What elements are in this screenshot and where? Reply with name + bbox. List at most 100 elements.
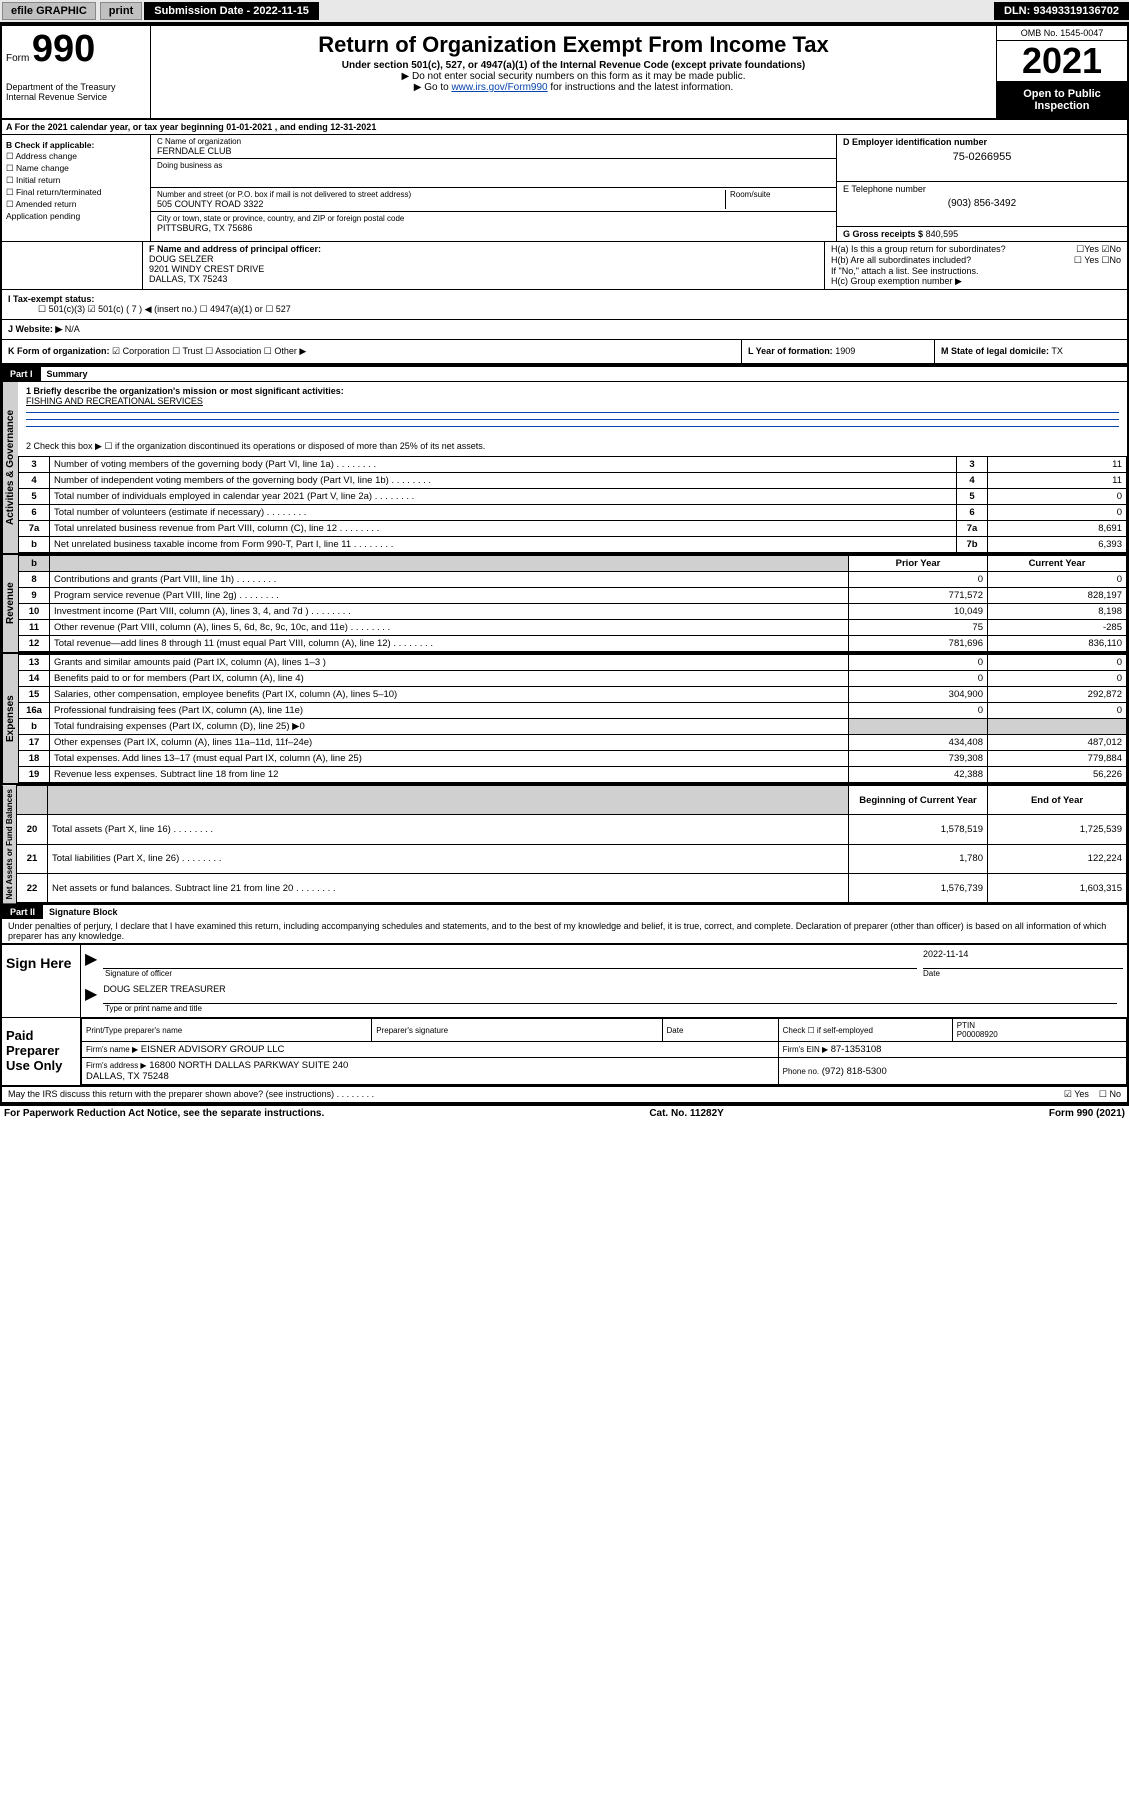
may-discuss-text: May the IRS discuss this return with the… xyxy=(8,1089,1054,1100)
firm-addr-cell: Firm's address ▶ 16800 NORTH DALLAS PARK… xyxy=(82,1058,779,1085)
ha-no[interactable]: ☑No xyxy=(1101,244,1121,254)
chk-initial[interactable]: ☐ Initial return xyxy=(6,175,146,186)
sidebar-net: Net Assets or Fund Balances xyxy=(2,785,16,903)
omb-number: OMB No. 1545-0047 xyxy=(997,26,1127,41)
box-g-label: G Gross receipts $ xyxy=(843,229,923,239)
hb-note: If "No," attach a list. See instructions… xyxy=(831,266,1121,276)
table-row: 3Number of voting members of the governi… xyxy=(19,457,1127,473)
tax-year: 2021 xyxy=(997,41,1127,82)
box-j-label: J Website: ▶ xyxy=(8,324,62,334)
table-row: 7aTotal unrelated business revenue from … xyxy=(19,521,1127,537)
box-l: L Year of formation: 1909 xyxy=(741,340,934,363)
blueline-1 xyxy=(26,406,1119,413)
footer-mid: Cat. No. 11282Y xyxy=(649,1108,723,1119)
ha-label: H(a) Is this a group return for subordin… xyxy=(831,244,1006,255)
website-value: N/A xyxy=(65,324,80,334)
chk-final[interactable]: ☐ Final return/terminated xyxy=(6,187,146,198)
table-header: Beginning of Current YearEnd of Year xyxy=(17,786,1127,815)
arrow-icon-2: ▶ xyxy=(85,984,97,1004)
prep-col3: Date xyxy=(662,1019,778,1042)
firm-name-label: Firm's name ▶ xyxy=(86,1045,138,1054)
may-discuss-row: May the IRS discuss this return with the… xyxy=(0,1087,1129,1104)
box-f-label: F Name and address of principal officer: xyxy=(149,244,818,254)
part-ii-header: Part II Signature Block xyxy=(0,905,1129,919)
blueline-3 xyxy=(26,420,1119,427)
goto-post: for instructions and the latest informat… xyxy=(548,82,734,93)
prep-ptin-cell: PTIN P00008920 xyxy=(952,1019,1126,1042)
table-row: 13Grants and similar amounts paid (Part … xyxy=(19,655,1127,671)
hb-no[interactable]: ☐No xyxy=(1101,255,1121,265)
chk-address[interactable]: ☐ Address change xyxy=(6,151,146,162)
tax-exempt-options[interactable]: ☐ 501(c)(3) ☑ 501(c) ( 7 ) ◀ (insert no.… xyxy=(8,304,1121,315)
governance-table: 3Number of voting members of the governi… xyxy=(18,456,1127,553)
table-row: bTotal fundraising expenses (Part IX, co… xyxy=(19,719,1127,735)
part-ii-title: Signature Block xyxy=(43,905,124,919)
irs-link[interactable]: www.irs.gov/Form990 xyxy=(451,82,547,93)
table-row: 8Contributions and grants (Part VIII, li… xyxy=(19,572,1127,588)
form-number: 990 xyxy=(32,28,95,70)
box-e-label: E Telephone number xyxy=(843,184,1121,194)
page-footer: For Paperwork Reduction Act Notice, see … xyxy=(0,1104,1129,1121)
table-row: 11Other revenue (Part VIII, column (A), … xyxy=(19,620,1127,636)
chk-amended[interactable]: ☐ Amended return xyxy=(6,199,146,210)
form-org-options[interactable]: ☑ Corporation ☐ Trust ☐ Association ☐ Ot… xyxy=(112,346,306,356)
period-text: A For the 2021 calendar year, or tax yea… xyxy=(2,120,1127,134)
discuss-yes[interactable]: ☑ Yes xyxy=(1064,1089,1089,1100)
dln-label: DLN: 93493319136702 xyxy=(994,2,1129,20)
box-m: M State of legal domicile: TX xyxy=(934,340,1127,363)
addr-label: Number and street (or P.O. box if mail i… xyxy=(157,190,725,199)
goto-note: ▶ Go to www.irs.gov/Form990 for instruct… xyxy=(155,82,992,93)
goto-pre: ▶ Go to xyxy=(414,82,452,93)
hb-yes[interactable]: ☐ Yes xyxy=(1074,255,1099,265)
table-row: 22Net assets or fund balances. Subtract … xyxy=(17,874,1127,903)
box-k: K Form of organization: ☑ Corporation ☐ … xyxy=(2,340,741,363)
prep-col2: Preparer's signature xyxy=(372,1019,662,1042)
sign-here-label: Sign Here xyxy=(2,945,81,1017)
part-ii-label: Part II xyxy=(2,905,43,919)
table-row: 14Benefits paid to or for members (Part … xyxy=(19,671,1127,687)
sidebar-revenue: Revenue xyxy=(2,555,18,652)
sidebar-governance: Activities & Governance xyxy=(2,382,18,553)
sidebar-expenses: Expenses xyxy=(2,654,18,783)
hc-label: H(c) Group exemption number ▶ xyxy=(831,276,1121,287)
entity-section: B Check if applicable: ☐ Address change … xyxy=(0,135,1129,365)
room-suite-label: Room/suite xyxy=(725,190,830,209)
part-i-label: Part I xyxy=(2,367,41,381)
table-row: 21Total liabilities (Part X, line 26)1,7… xyxy=(17,844,1127,873)
paid-preparer-label: Paid Preparer Use Only xyxy=(2,1018,81,1085)
ha-yes[interactable]: ☐Yes xyxy=(1076,244,1099,254)
printed-name: DOUG SELZER TREASURER xyxy=(103,984,1117,1004)
box-b: B Check if applicable: ☐ Address change … xyxy=(2,135,151,241)
efile-button[interactable]: efile GRAPHIC xyxy=(2,2,96,20)
print-button[interactable]: print xyxy=(100,2,142,20)
net-table: Beginning of Current YearEnd of Year20To… xyxy=(16,785,1127,903)
firm-ein: 87-1353108 xyxy=(831,1044,882,1055)
ptin-value: P00008920 xyxy=(957,1030,1122,1039)
box-h: H(a) Is this a group return for subordin… xyxy=(824,242,1127,289)
mission-text: FISHING AND RECREATIONAL SERVICES xyxy=(26,396,1119,406)
dba-label: Doing business as xyxy=(157,161,830,170)
box-l-label: L Year of formation: xyxy=(748,346,833,356)
prep-col4a[interactable]: Check ☐ if self-employed xyxy=(778,1019,952,1042)
street-address: 505 COUNTY ROAD 3322 xyxy=(157,199,725,209)
chk-pending[interactable]: Application pending xyxy=(6,211,146,221)
part-i-title: Summary xyxy=(41,367,94,381)
form-subtitle: Under section 501(c), 527, or 4947(a)(1)… xyxy=(155,60,992,71)
date-label: Date xyxy=(923,969,1123,978)
header-right: OMB No. 1545-0047 2021 Open to Public In… xyxy=(996,26,1127,118)
firm-ein-cell: Firm's EIN ▶ 87-1353108 xyxy=(778,1042,1126,1058)
revenue-section: Revenue bPrior YearCurrent Year8Contribu… xyxy=(0,555,1129,654)
print-name-label: Type or print name and title xyxy=(105,1004,1123,1013)
sign-block: Sign Here ▶ 2022-11-14 Signature of offi… xyxy=(0,943,1129,1087)
footer-right: Form 990 (2021) xyxy=(1049,1108,1125,1119)
prep-col1: Print/Type preparer's name xyxy=(82,1019,372,1042)
chk-name[interactable]: ☐ Name change xyxy=(6,163,146,174)
year-formation: 1909 xyxy=(835,346,855,356)
discuss-no[interactable]: ☐ No xyxy=(1099,1089,1121,1100)
signature-line[interactable] xyxy=(103,949,917,969)
box-j: J Website: ▶ N/A xyxy=(2,320,1127,339)
revenue-table: bPrior YearCurrent Year8Contributions an… xyxy=(18,555,1127,652)
table-row: 4Number of independent voting members of… xyxy=(19,473,1127,489)
open-inspection: Open to Public Inspection xyxy=(997,82,1127,118)
officer-addr2: DALLAS, TX 75243 xyxy=(149,274,818,284)
